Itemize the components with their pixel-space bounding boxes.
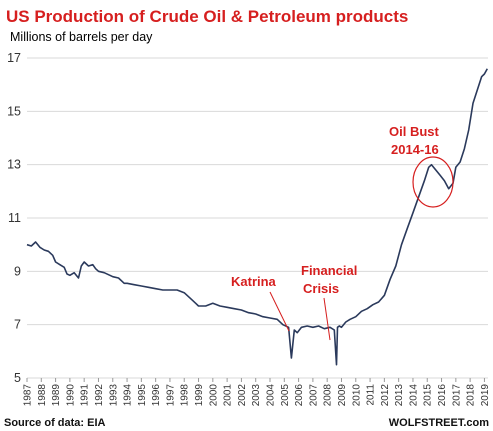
brand-label: WOLFSTREET.com: [389, 417, 489, 429]
x-tick-label: 2012: [380, 384, 391, 407]
y-tick-labels: 5 7 9 11 13 15 17: [7, 51, 21, 385]
oil-bust-annotation-line2: 2014-16: [391, 142, 439, 157]
x-tick-label: 1987: [23, 384, 34, 407]
x-tick-label: 1999: [194, 384, 205, 407]
y-tick-label: 5: [14, 371, 21, 385]
x-tick-label: 1993: [108, 384, 119, 407]
y-tick-label: 9: [14, 264, 21, 278]
production-line: [26, 68, 489, 366]
y-axis-unit-label: Millions of barrels per day: [10, 30, 153, 44]
source-note: Source of data: EIA: [4, 417, 106, 429]
x-tick-label: 2002: [237, 384, 248, 407]
x-tick-label: 2016: [437, 384, 448, 407]
x-tick-label: 1988: [37, 384, 48, 407]
chart-title: US Production of Crude Oil & Petroleum p…: [6, 7, 408, 26]
x-tick-label: 2010: [351, 384, 362, 407]
x-tick-label: 2015: [423, 384, 434, 407]
x-tick-label: 1992: [94, 384, 105, 407]
x-tick-label: 1994: [123, 384, 134, 407]
y-tick-label: 7: [14, 318, 21, 332]
x-tick-label: 1996: [151, 384, 162, 407]
y-tick-label: 13: [7, 158, 21, 172]
x-tick-label: 2003: [251, 384, 262, 407]
x-tick-label: 1989: [51, 384, 62, 407]
financial-crisis-annotation-line1: Financial: [301, 263, 357, 278]
x-tick-labels: 1987 1988 1989 1990 1991 1992 1993 1994 1995 1996…: [23, 378, 491, 406]
x-tick-label: 2004: [266, 384, 277, 407]
x-tick-label: 2009: [337, 384, 348, 407]
x-tick-label: 1998: [180, 384, 191, 407]
x-tick-label: 1990: [65, 384, 76, 407]
x-tick-label: 1995: [137, 384, 148, 407]
x-tick-label: 2007: [308, 384, 319, 407]
financial-crisis-annotation-line2: Crisis: [303, 281, 339, 296]
x-tick-label: 2014: [408, 384, 419, 407]
x-tick-label: 2006: [294, 384, 305, 407]
oil-bust-circle: [412, 156, 454, 208]
financial-crisis-pointer: [323, 297, 331, 341]
y-tick-label: 15: [7, 104, 21, 118]
x-tick-label: 2005: [280, 384, 291, 407]
x-tick-label: 2013: [394, 384, 405, 407]
katrina-annotation: Katrina: [231, 274, 277, 289]
y-tick-label: 11: [8, 211, 21, 225]
x-tick-label: 1997: [165, 384, 176, 407]
oil-bust-annotation-line1: Oil Bust: [389, 124, 440, 139]
x-tick-label: 1991: [80, 384, 91, 407]
x-tick-label: 2011: [366, 384, 377, 406]
x-tick-label: 2018: [466, 384, 477, 407]
x-tick-label: 2000: [208, 384, 219, 407]
x-tick-label: 2008: [323, 384, 334, 407]
y-tick-label: 17: [7, 51, 21, 65]
x-tick-label: 2019: [480, 384, 491, 407]
x-tick-label: 2001: [223, 384, 234, 407]
gridlines: [27, 57, 488, 379]
x-tick-label: 2017: [451, 384, 462, 407]
katrina-pointer: [269, 291, 290, 332]
